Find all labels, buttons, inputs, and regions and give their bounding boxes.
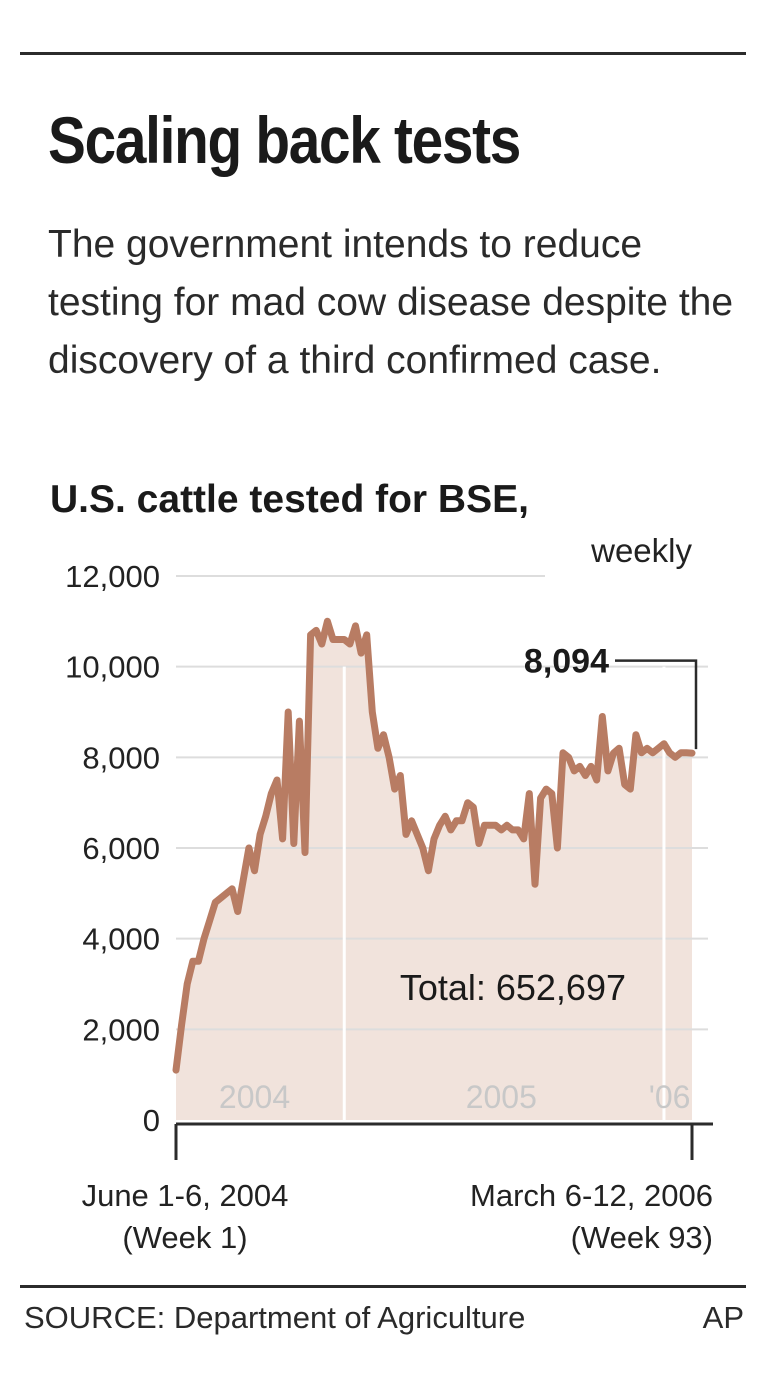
top-rule — [20, 52, 746, 55]
chart-subtitle: weekly — [590, 532, 692, 569]
x-start-label: (Week 1) — [122, 1220, 247, 1255]
x-start-label: June 1-6, 2004 — [82, 1178, 289, 1213]
area-fill — [176, 621, 692, 1120]
bottom-rule — [20, 1285, 746, 1288]
year-label: 2005 — [466, 1079, 537, 1115]
year-label: '06 — [649, 1079, 691, 1115]
intro-text: The government intends to reduce testing… — [48, 223, 734, 382]
chart-title: U.S. cattle tested for BSE, — [50, 478, 529, 521]
callout-leader — [615, 659, 698, 750]
x-end-label: March 6-12, 2006 — [470, 1178, 713, 1213]
y-tick-label: 10,000 — [65, 650, 160, 685]
data-line — [172, 617, 696, 1074]
y-tick-label: 8,000 — [82, 740, 160, 775]
callout-label: 8,094 — [524, 643, 609, 681]
y-tick-label: 2,000 — [82, 1012, 160, 1047]
headline: Scaling back tests — [48, 103, 521, 177]
source-text: SOURCE: Department of Agriculture — [24, 1300, 526, 1335]
chart: 2004 2005 '06 0 2,000 4,000 6,000 8,000 10,000 12… — [65, 532, 713, 1255]
credit-text: AP — [702, 1300, 744, 1335]
y-tick-label: 6,000 — [82, 831, 160, 866]
x-end-label: (Week 93) — [571, 1220, 713, 1255]
y-tick-label: 12,000 — [65, 559, 160, 594]
y-tick-label: 0 — [143, 1103, 160, 1138]
y-tick-label: 4,000 — [82, 922, 160, 957]
year-label: 2004 — [219, 1079, 290, 1115]
total-label: Total: 652,697 — [400, 967, 626, 1008]
